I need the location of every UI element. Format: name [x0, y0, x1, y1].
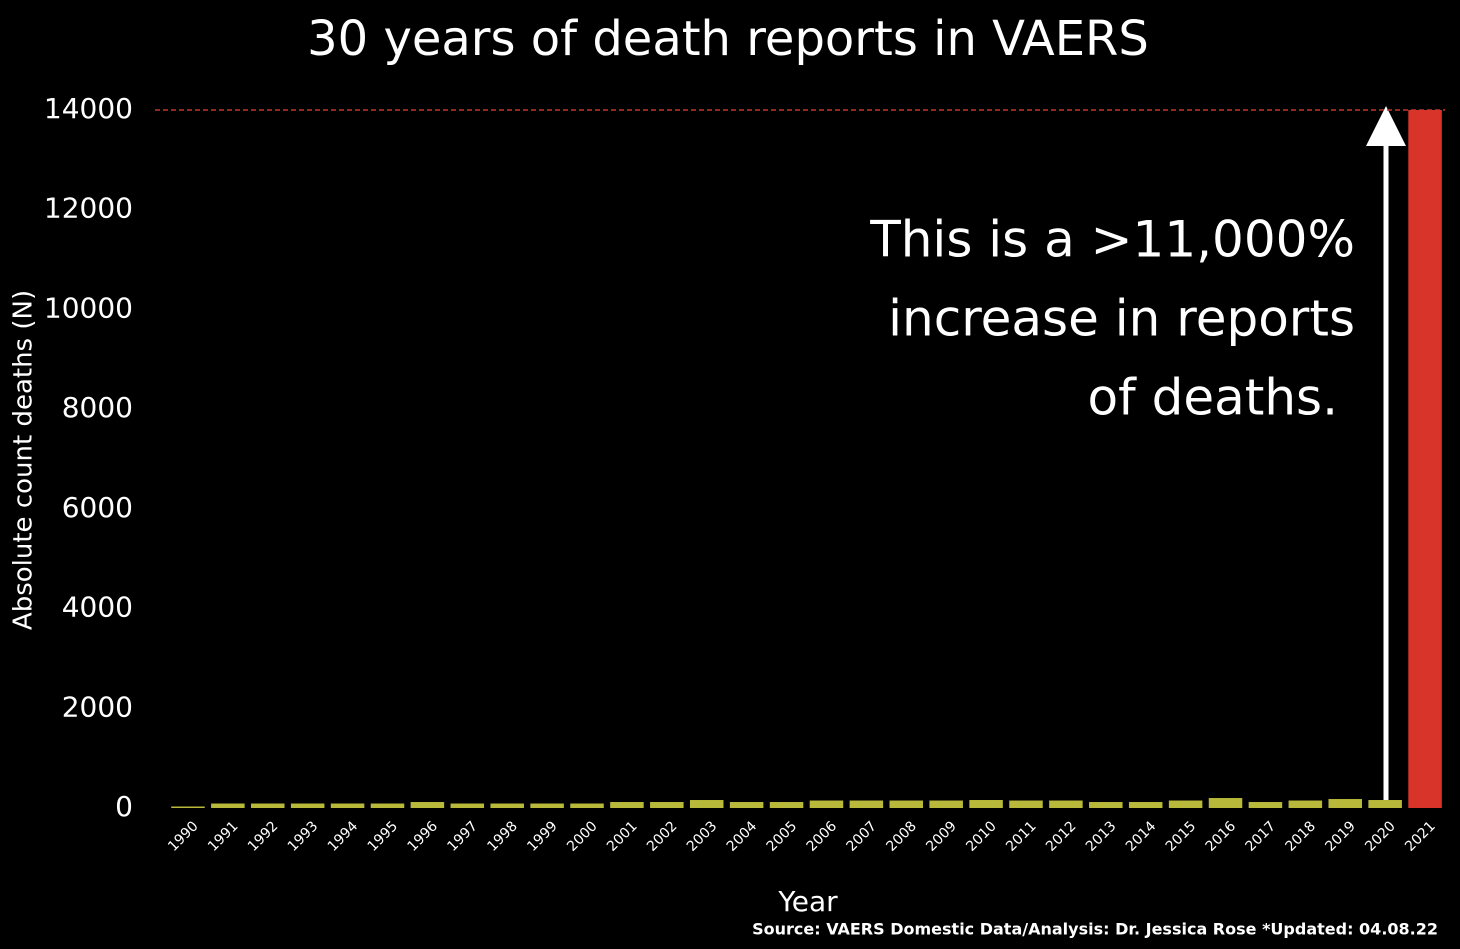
bar — [650, 802, 684, 808]
bar — [570, 803, 604, 808]
x-tick-label: 2014 — [1123, 818, 1160, 855]
bar — [1248, 802, 1283, 808]
bar — [490, 803, 524, 808]
x-axis-label: Year — [777, 885, 838, 918]
x-tick-label: 2000 — [564, 818, 601, 855]
x-tick-label: 2001 — [604, 818, 641, 855]
x-tick-label: 2013 — [1083, 818, 1120, 855]
bar — [171, 806, 205, 808]
bar — [809, 800, 844, 808]
y-tick-label: 8000 — [62, 391, 133, 424]
bar — [450, 803, 485, 808]
bar — [370, 803, 405, 808]
bar — [889, 800, 924, 808]
y-tick-label: 10000 — [44, 291, 133, 324]
bar — [1089, 802, 1123, 808]
bar — [1168, 800, 1203, 808]
bar — [290, 803, 325, 808]
bar — [1049, 800, 1083, 808]
bar — [530, 803, 564, 808]
bar — [410, 802, 445, 808]
bar — [1128, 802, 1163, 808]
x-tick-label: 1998 — [484, 818, 521, 855]
annotation: This is a >11,000% — [869, 211, 1355, 269]
y-tick-label: 4000 — [62, 591, 133, 624]
x-tick-label: 1997 — [444, 818, 481, 855]
x-tick-label: 1991 — [205, 818, 242, 855]
x-tick-label: 2009 — [923, 818, 960, 855]
bar — [1328, 799, 1362, 808]
x-tick-label: 2007 — [844, 818, 881, 855]
bar — [251, 803, 285, 808]
x-tick-label: 2016 — [1203, 818, 1240, 855]
x-tick-label: 1996 — [405, 818, 442, 855]
x-tick-label: 1992 — [245, 818, 282, 855]
bar — [1368, 800, 1402, 808]
chart-title: 30 years of death reports in VAERS — [307, 11, 1149, 67]
x-tick-label: 2005 — [764, 818, 801, 855]
bar — [610, 802, 644, 808]
y-tick-label: 6000 — [62, 491, 133, 524]
y-tick-label: 0 — [115, 790, 133, 823]
x-tick-label: 1999 — [524, 818, 561, 855]
bar — [330, 803, 365, 808]
x-tick-label: 2015 — [1163, 818, 1200, 855]
bar — [969, 800, 1003, 808]
bar — [1208, 798, 1243, 808]
bar — [689, 800, 724, 808]
x-tick-label: 2004 — [724, 818, 761, 855]
x-tick-label: 2010 — [963, 818, 1000, 855]
annotation: increase in reports — [888, 290, 1355, 348]
annotation: of deaths. — [1088, 369, 1338, 427]
bar — [769, 802, 804, 808]
x-tick-label: 2017 — [1243, 818, 1280, 855]
bar — [729, 802, 764, 808]
source-note: Source: VAERS Domestic Data/Analysis: Dr… — [752, 920, 1438, 939]
y-tick-label: 14000 — [44, 92, 133, 125]
y-axis-label: Absolute count deaths (N) — [9, 290, 39, 630]
bar — [929, 800, 963, 808]
x-tick-label: 1990 — [165, 818, 202, 855]
x-tick-label: 2021 — [1402, 818, 1439, 855]
x-tick-label: 2008 — [883, 818, 920, 855]
bar — [1408, 110, 1442, 808]
x-tick-label: 2011 — [1003, 818, 1040, 855]
x-tick-label: 2019 — [1322, 818, 1359, 855]
x-tick-label: 1995 — [365, 818, 402, 855]
y-tick-label: 2000 — [62, 690, 133, 723]
x-tick-label: 2012 — [1043, 818, 1080, 855]
x-tick-label: 2003 — [684, 818, 721, 855]
x-tick-label: 1994 — [325, 818, 362, 855]
x-tick-label: 1993 — [285, 818, 322, 855]
y-tick-label: 12000 — [44, 192, 133, 225]
bar — [211, 803, 245, 808]
bar — [1288, 800, 1323, 808]
bar — [1009, 800, 1043, 808]
bar — [849, 800, 884, 808]
x-tick-label: 2006 — [804, 818, 841, 855]
x-tick-label: 2020 — [1362, 818, 1399, 855]
x-tick-label: 2018 — [1282, 818, 1319, 855]
x-tick-label: 2002 — [644, 818, 681, 855]
